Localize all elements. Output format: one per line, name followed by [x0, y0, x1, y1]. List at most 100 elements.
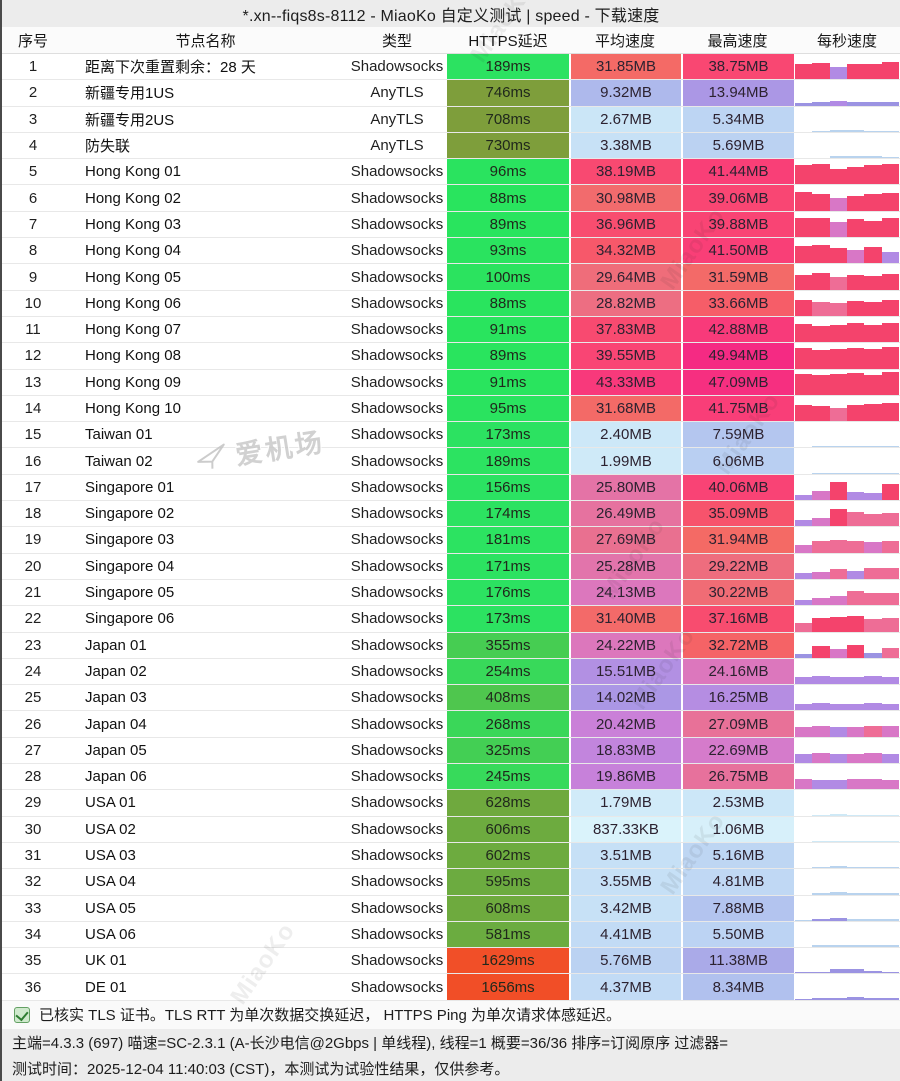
avg-speed: 37.83MB: [569, 316, 681, 343]
https-latency: 608ms: [447, 895, 569, 921]
avg-speed: 25.28MB: [569, 553, 681, 579]
max-speed: 42.88MB: [681, 316, 794, 343]
sparkline-bar: [812, 814, 830, 816]
max-speed: 32.72MB: [681, 632, 794, 658]
node-type: Shadowsocks: [350, 610, 444, 628]
table-row: 28 Japan 06 Shadowsocks 245ms 19.86MB 26.75MB: [2, 764, 900, 791]
max-speed: 35.09MB: [681, 501, 794, 527]
https-latency: 181ms: [447, 527, 569, 553]
sparkline-bar: [795, 545, 813, 553]
sparkline-bar: [795, 245, 813, 264]
sparkline-bar: [829, 324, 847, 343]
per-second-speed-sparkline: [794, 921, 900, 948]
avg-speed: 4.37MB: [569, 974, 681, 1000]
sparkline-bar: [881, 726, 899, 737]
sparkline-bar: [829, 969, 847, 974]
per-second-speed-sparkline: [794, 842, 900, 869]
sparkline-bar: [812, 62, 830, 80]
sparkline-bar: [881, 919, 899, 921]
sparkline-bar: [812, 164, 830, 185]
https-latency: 708ms: [447, 106, 569, 132]
https-latency: 254ms: [447, 658, 569, 685]
avg-speed: 31.85MB: [569, 54, 681, 80]
sparkline-bar: [795, 919, 813, 921]
table-row: 23 Japan 01 Shadowsocks 355ms 24.22MB 32.72MB: [2, 632, 900, 659]
per-second-speed-sparkline: [794, 869, 900, 895]
sparkline-bar: [795, 164, 813, 185]
sparkline-bar: [829, 727, 847, 737]
table-row: 21 Singapore 05 Shadowsocks 176ms 24.13MB 30.…: [2, 579, 900, 607]
sparkline-bar: [812, 617, 830, 632]
avg-speed: 2.40MB: [569, 422, 681, 448]
sparkline-bar: [812, 998, 830, 1000]
max-speed: 8.34MB: [681, 974, 794, 1000]
sparkline-bar: [829, 568, 847, 579]
table-body: 1 距离下次重置剩余：28 天 Shadowsocks 189ms 31.85MB 38.…: [2, 54, 900, 1001]
sparkline-bar: [812, 971, 830, 974]
sparkline-bar: [881, 372, 899, 395]
row-index: 31: [24, 847, 42, 865]
sparkline-bar: [795, 654, 813, 658]
per-second-speed-sparkline: [794, 816, 900, 842]
table-row: 2 新疆专用1US AnyTLS 746ms 9.32MB 13.94MB: [2, 80, 900, 107]
row-index: 2: [28, 84, 38, 102]
sparkline-bar: [864, 866, 882, 869]
sparkline-bar: [864, 841, 882, 842]
sparkline-bar: [829, 169, 847, 185]
sparkline-bar: [795, 779, 813, 790]
sparkline-bar: [881, 971, 899, 974]
sparkline-bar: [881, 814, 899, 816]
sparkline-bar: [812, 517, 830, 527]
sparkline-bar: [864, 970, 882, 974]
node-name: Japan 05: [85, 741, 147, 759]
avg-speed: 31.68MB: [569, 395, 681, 422]
https-latency: 173ms: [447, 422, 569, 448]
sparkline-bar: [829, 917, 847, 921]
sparkline-bar: [864, 164, 882, 185]
per-second-speed-sparkline: [794, 737, 900, 764]
per-second-speed-sparkline: [794, 211, 900, 238]
sparkline-bar: [795, 972, 813, 974]
sparkline-bar: [881, 473, 899, 474]
per-second-speed-sparkline: [794, 474, 900, 501]
sparkline-bar: [864, 374, 882, 395]
max-speed: 5.16MB: [681, 842, 794, 869]
node-name: Hong Kong 08: [85, 347, 181, 365]
node-name: Japan 06: [85, 768, 147, 786]
sparkline-bar: [881, 998, 899, 1000]
avg-speed: 3.38MB: [569, 132, 681, 159]
node-name: Singapore 06: [85, 610, 175, 628]
row-index: 9: [28, 268, 38, 286]
sparkline-bar: [881, 866, 899, 869]
per-second-speed-sparkline: [794, 974, 900, 1000]
sparkline-bar: [795, 300, 813, 316]
sparkline-bar: [812, 472, 830, 474]
sparkline-bar: [881, 541, 899, 553]
https-latency: 89ms: [447, 211, 569, 238]
per-second-speed-sparkline: [794, 316, 900, 343]
sparkline-bar: [829, 66, 847, 80]
sparkline-bar: [847, 645, 865, 658]
sparkline-bar: [812, 405, 830, 422]
row-index: 29: [24, 794, 42, 812]
row-index: 7: [28, 215, 38, 233]
sparkline-bar: [829, 101, 847, 106]
max-speed: 40.06MB: [681, 474, 794, 501]
node-type: Shadowsocks: [350, 794, 444, 812]
sparkline-bar: [881, 618, 899, 632]
sparkline-bar: [812, 541, 830, 553]
node-type: Shadowsocks: [350, 294, 444, 312]
max-speed: 22.69MB: [681, 737, 794, 764]
per-second-speed-sparkline: [794, 501, 900, 527]
https-latency: 89ms: [447, 343, 569, 369]
sparkline-bar: [812, 375, 830, 395]
row-index: 10: [24, 294, 42, 312]
avg-speed: 43.33MB: [569, 369, 681, 395]
avg-speed: 18.83MB: [569, 737, 681, 764]
node-type: Shadowsocks: [350, 978, 444, 996]
per-second-speed-sparkline: [794, 553, 900, 579]
node-type: Shadowsocks: [350, 268, 444, 286]
sparkline-bar: [829, 198, 847, 211]
row-index: 25: [24, 689, 42, 707]
title-bar: *.xn--fiqs8s-8112 - MiaoKo 自定义测试 | speed…: [2, 0, 900, 27]
